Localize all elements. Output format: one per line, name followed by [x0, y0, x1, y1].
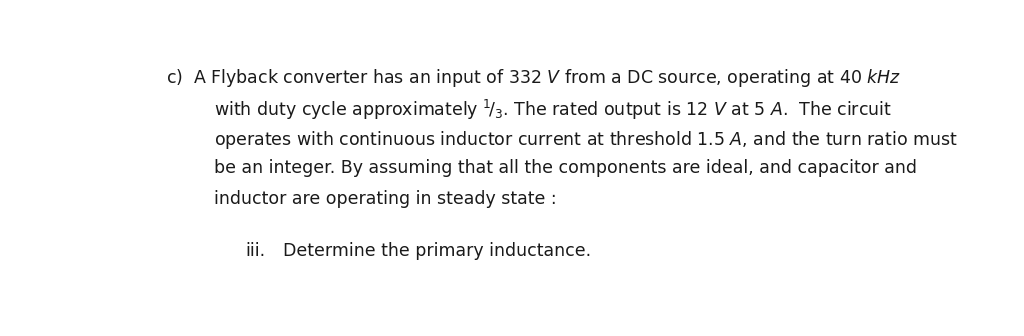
Text: be an integer. By assuming that all the components are ideal, and capacitor and: be an integer. By assuming that all the …: [214, 159, 916, 177]
Text: c)  A Flyback converter has an input of 332 $V$ from a DC source, operating at 4: c) A Flyback converter has an input of 3…: [166, 68, 901, 89]
Text: operates with continuous inductor current at threshold 1.5 $A$, and the turn rat: operates with continuous inductor curren…: [214, 129, 957, 151]
Text: inductor are operating in steady state :: inductor are operating in steady state :: [214, 190, 556, 208]
Text: with duty cycle approximately $^1\!/_3$. The rated output is 12 $V$ at 5 $A$.  T: with duty cycle approximately $^1\!/_3$.…: [214, 98, 892, 122]
Text: iii.: iii.: [246, 242, 265, 259]
Text: Determine the primary inductance.: Determine the primary inductance.: [283, 242, 591, 259]
